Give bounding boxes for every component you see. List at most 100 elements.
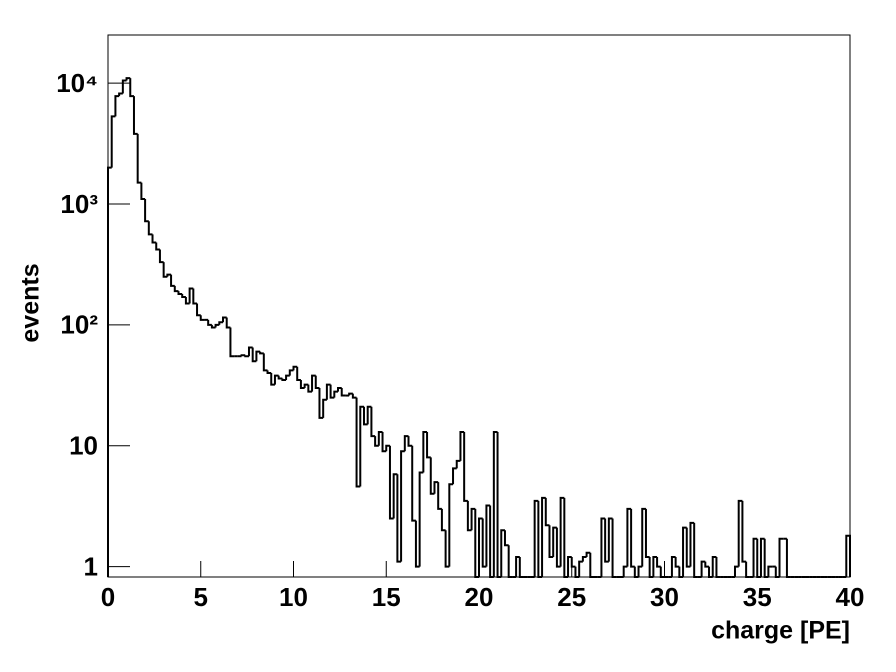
histogram-bin [733,565,739,577]
histogram-bin [311,374,316,392]
histogram-bin [767,565,773,577]
y-tick-label: 10⁴ [56,68,98,98]
histogram-bin [656,557,661,568]
y-axis-title: events [17,263,45,342]
histogram-bin [118,92,123,97]
histogram-bin [752,537,758,577]
histogram-bin [396,474,402,563]
y-tick-label: 10³ [60,189,98,219]
histogram-bin [533,499,539,577]
histogram-bin [567,556,572,577]
histogram-bin [244,355,249,358]
histogram-bin [500,529,505,577]
histogram-bin [503,530,509,547]
histogram-bin [177,291,183,295]
histogram-bin [481,518,487,568]
histogram-bin [377,430,383,446]
histogram-bin [778,537,784,577]
histogram-bin [273,374,279,385]
histogram-bin [292,365,298,371]
histogram-bin [281,378,287,381]
histogram-bin [478,517,483,577]
histogram-bin [151,234,157,244]
histogram-bin [340,388,346,397]
histogram-bin [555,527,561,568]
histogram-bin [121,79,127,94]
histogram-bin [659,566,665,578]
histogram-bin [392,473,398,519]
histogram-bin [418,471,424,567]
histogram-bin [229,327,235,358]
histogram-bin [225,317,231,329]
histogram-bin [170,274,175,287]
histogram-bin [359,405,364,487]
histogram-bin [144,198,149,223]
histogram-bin [626,507,632,567]
histogram-bin [262,353,268,372]
histogram-bin [455,459,461,469]
x-tick-label: 0 [101,582,115,612]
histogram-bin [214,323,220,328]
histogram-bin [845,534,851,577]
histogram-bin [107,166,112,577]
histogram-bin [437,482,442,510]
histogram-bin [581,556,587,562]
histogram-bin [570,557,576,568]
histogram-bin [259,351,264,355]
histogram-bin [689,521,695,567]
histogram-bin [285,374,290,380]
histogram-bin [407,436,413,447]
y-tick-label: 10 [69,431,98,461]
histogram-bin [362,406,368,426]
x-tick-label: 15 [372,582,401,612]
histogram-bin [682,526,687,577]
histogram-bin [110,115,116,168]
histogram-bin [140,182,146,200]
histogram-bin [763,538,769,578]
histogram-bin [277,375,283,380]
histogram-bin [759,537,765,577]
histogram-bin [537,500,543,578]
histogram-bin [400,450,405,562]
histogram-bin [266,370,272,374]
histogram-bin [296,366,301,381]
histogram-bin [181,293,186,298]
histogram-bin [704,561,710,568]
histogram-bin [489,505,494,578]
histogram-bin [222,316,227,323]
histogram-bin [348,392,353,396]
histogram-bin [574,566,580,578]
histogram-bin [155,242,160,251]
x-tick-label: 5 [194,582,208,612]
histogram-bin [403,435,409,452]
histogram-bin [329,384,335,399]
histogram-bin [448,483,454,567]
x-tick-label: 25 [557,582,586,612]
x-tick-label: 10 [279,582,308,612]
histogram-bin [125,77,131,81]
histogram-bin [322,398,327,418]
histogram-bin [388,445,394,520]
histogram-bin [385,444,390,452]
histogram-bin [559,496,565,567]
histogram-bin [303,383,309,389]
histogram-bin [429,457,435,495]
histogram-bin [515,556,520,577]
histogram-bin [325,383,331,400]
histogram-bin [544,497,550,527]
histogram-bin [433,481,439,494]
histogram-bin [552,526,557,558]
histogram-bin [737,499,743,567]
histogram-bin [158,249,164,264]
histogram-bin [255,350,261,362]
frame [107,34,851,578]
histogram-bin [381,431,387,453]
histogram-bin [641,507,646,567]
x-tick-label: 35 [743,582,772,612]
histogram-bin [240,354,246,357]
histogram-bin [247,346,253,357]
histogram-bin [507,545,513,578]
histogram-bin [633,566,639,578]
histogram-bin [188,287,194,304]
